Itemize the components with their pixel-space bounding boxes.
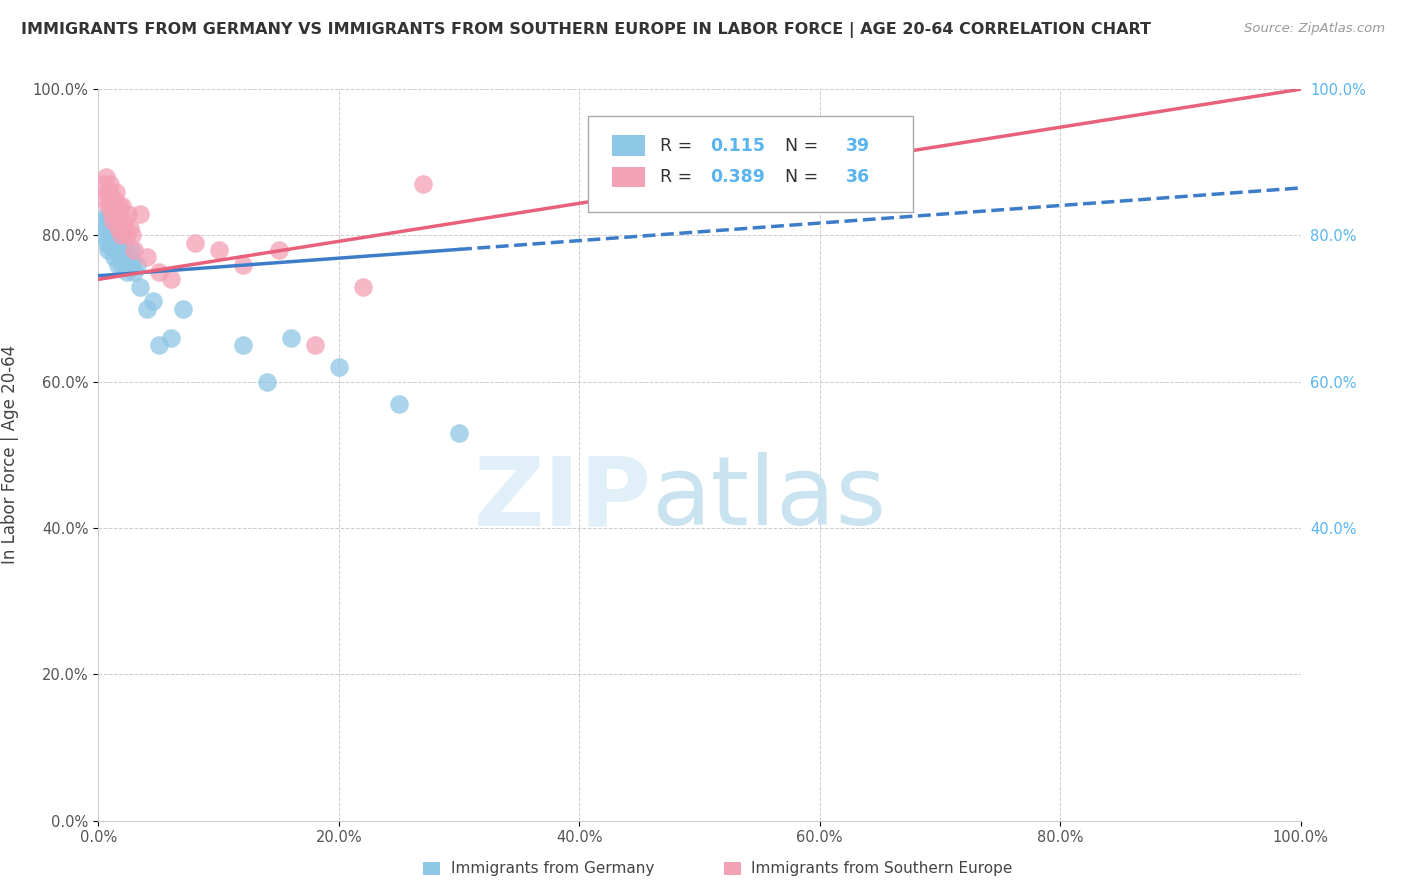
Point xyxy=(111,199,134,213)
Point xyxy=(129,279,152,293)
Point xyxy=(135,301,157,316)
Point xyxy=(172,301,194,316)
Point xyxy=(352,279,374,293)
FancyBboxPatch shape xyxy=(588,116,914,212)
Point xyxy=(103,192,125,206)
Point xyxy=(97,243,120,257)
Point xyxy=(125,258,148,272)
Text: 36: 36 xyxy=(846,168,870,186)
Point xyxy=(93,228,115,243)
Point xyxy=(108,199,131,213)
Point xyxy=(100,206,122,220)
Point xyxy=(114,221,136,235)
Point xyxy=(121,228,143,243)
Point xyxy=(256,375,278,389)
Point xyxy=(112,214,135,228)
Point xyxy=(101,218,124,232)
Point xyxy=(412,178,434,192)
Point xyxy=(121,258,143,272)
Text: Immigrants from Germany: Immigrants from Germany xyxy=(451,861,654,876)
Point xyxy=(97,211,120,225)
Point xyxy=(304,338,326,352)
Point xyxy=(118,221,141,235)
Y-axis label: In Labor Force | Age 20-64: In Labor Force | Age 20-64 xyxy=(1,345,18,565)
Point xyxy=(96,206,118,220)
Point xyxy=(110,228,132,243)
Point xyxy=(111,228,134,243)
Text: R =: R = xyxy=(659,136,697,154)
Text: atlas: atlas xyxy=(651,452,887,545)
Point xyxy=(100,195,122,210)
Text: N =: N = xyxy=(775,168,824,186)
Point xyxy=(93,221,115,235)
Point xyxy=(124,265,146,279)
Point xyxy=(100,228,122,243)
FancyBboxPatch shape xyxy=(423,862,440,875)
Point xyxy=(280,331,302,345)
Point xyxy=(101,235,124,250)
Point xyxy=(108,221,131,235)
Text: 0.389: 0.389 xyxy=(710,168,765,186)
Point xyxy=(447,425,470,440)
Point xyxy=(96,235,118,250)
Point xyxy=(124,243,146,257)
Text: IMMIGRANTS FROM GERMANY VS IMMIGRANTS FROM SOUTHERN EUROPE IN LABOR FORCE | AGE : IMMIGRANTS FROM GERMANY VS IMMIGRANTS FR… xyxy=(21,22,1152,38)
FancyBboxPatch shape xyxy=(612,167,645,187)
Point xyxy=(148,265,170,279)
Point xyxy=(100,214,122,228)
Point xyxy=(388,397,411,411)
Text: 39: 39 xyxy=(846,136,870,154)
Text: 0.115: 0.115 xyxy=(710,136,765,154)
Point xyxy=(183,235,205,250)
Point xyxy=(159,272,181,286)
Point xyxy=(96,185,118,199)
Point xyxy=(108,246,131,260)
Point xyxy=(98,185,121,199)
Point xyxy=(159,331,181,345)
Point xyxy=(117,265,139,279)
Point xyxy=(114,243,136,257)
Point xyxy=(111,258,134,272)
Point xyxy=(105,228,128,243)
Point xyxy=(208,243,231,257)
Point xyxy=(105,185,128,199)
Point xyxy=(232,258,254,272)
Point xyxy=(117,251,139,265)
Point xyxy=(148,338,170,352)
Point xyxy=(93,214,115,228)
Point xyxy=(100,239,122,253)
Point xyxy=(104,199,127,213)
Point xyxy=(232,338,254,352)
Point xyxy=(129,206,152,220)
Point xyxy=(101,214,124,228)
Point xyxy=(117,206,139,220)
Text: Immigrants from Southern Europe: Immigrants from Southern Europe xyxy=(751,861,1012,876)
Point xyxy=(100,178,122,192)
Point xyxy=(93,192,115,206)
FancyBboxPatch shape xyxy=(724,862,741,875)
Point xyxy=(94,169,117,184)
Point xyxy=(267,243,290,257)
Point xyxy=(107,258,129,272)
Text: R =: R = xyxy=(659,168,697,186)
Point xyxy=(141,294,163,309)
Point xyxy=(328,360,350,375)
FancyBboxPatch shape xyxy=(612,136,645,156)
Point xyxy=(107,221,129,235)
Text: N =: N = xyxy=(775,136,824,154)
Point xyxy=(117,228,139,243)
Point xyxy=(103,251,125,265)
Point xyxy=(97,199,120,213)
Point xyxy=(108,214,131,228)
Point xyxy=(93,178,115,192)
Text: Source: ZipAtlas.com: Source: ZipAtlas.com xyxy=(1244,22,1385,36)
Point xyxy=(120,243,142,257)
Point xyxy=(105,243,128,257)
Text: ZIP: ZIP xyxy=(474,452,651,545)
Point xyxy=(135,251,157,265)
